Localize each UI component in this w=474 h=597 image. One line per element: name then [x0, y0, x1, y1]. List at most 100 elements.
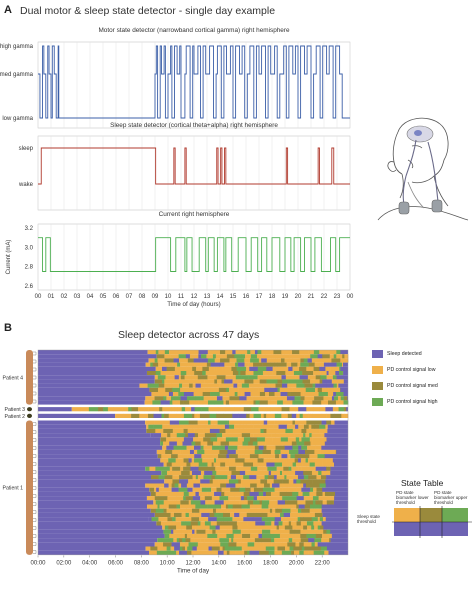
state-cell — [277, 504, 287, 509]
sleep-cell — [38, 362, 146, 367]
state-cell — [179, 358, 189, 363]
state-cell — [295, 517, 298, 522]
state-cell — [314, 449, 319, 455]
state-cell — [212, 445, 216, 450]
state-cell — [241, 538, 250, 543]
state-cell — [277, 396, 288, 401]
sleep-cell — [321, 521, 348, 526]
state-cell — [209, 525, 216, 530]
patient-bar — [27, 413, 32, 418]
state-cell — [297, 475, 305, 480]
state-cell — [240, 371, 246, 376]
state-cell — [174, 546, 181, 551]
state-cell — [287, 454, 291, 459]
state-cell — [266, 413, 276, 418]
state-cell — [154, 496, 159, 501]
legend-swatch — [372, 350, 383, 358]
day-tick — [33, 399, 37, 404]
state-cell — [264, 521, 272, 526]
state-cell — [191, 470, 202, 476]
state-cell — [300, 533, 307, 539]
state-cell — [300, 392, 304, 397]
state-cell — [197, 413, 201, 418]
state-cell — [274, 550, 283, 555]
state-cell — [280, 441, 284, 446]
sleep-cell — [326, 542, 348, 547]
day-tick — [33, 502, 37, 506]
state-cell — [301, 428, 307, 434]
state-cell — [147, 504, 150, 509]
state-cell — [320, 525, 324, 530]
state-cell — [276, 475, 285, 480]
state-cell — [275, 445, 285, 450]
state-cell — [300, 454, 307, 459]
state-cell — [243, 491, 250, 497]
state-cell — [192, 546, 198, 551]
state-cell — [308, 366, 312, 371]
sleep-cell — [38, 504, 148, 509]
state-cell — [166, 470, 174, 476]
state-cell — [266, 428, 277, 434]
state-cell — [320, 375, 327, 380]
state-cell — [268, 470, 272, 476]
state-cell — [224, 407, 235, 412]
state-cell — [309, 433, 312, 438]
state-cell — [219, 392, 230, 397]
state-cell — [248, 538, 256, 543]
state-cell — [333, 392, 337, 397]
state-cell — [283, 466, 289, 471]
state-cell — [181, 529, 189, 534]
state-cell — [262, 362, 271, 367]
state-cell — [302, 379, 311, 384]
state-cell — [224, 445, 229, 450]
state-cell — [225, 375, 234, 380]
state-cell — [257, 379, 260, 384]
sleep-cell — [326, 437, 348, 442]
day-tick — [33, 550, 37, 554]
state-cell — [250, 487, 255, 492]
state-cell — [322, 441, 326, 446]
state-cell — [306, 521, 314, 526]
state-cell — [150, 433, 154, 438]
state-cell — [204, 433, 209, 438]
state-cell — [234, 546, 239, 551]
state-cell — [242, 396, 247, 401]
state-cell — [165, 387, 173, 392]
legend-label: PD control signal high — [387, 399, 438, 405]
state-cell — [264, 387, 271, 392]
state-cell — [221, 487, 225, 492]
state-cell — [175, 458, 184, 463]
state-cell — [160, 371, 167, 376]
state-cell — [204, 521, 212, 526]
state-cell — [180, 387, 188, 392]
state-cell — [305, 433, 310, 438]
state-cell — [302, 420, 307, 425]
state-cell — [188, 542, 199, 547]
state-cell — [263, 413, 267, 418]
state-cell — [253, 433, 260, 438]
sleep-cell — [334, 420, 348, 425]
state-cell — [233, 383, 238, 388]
sleep-cell — [38, 392, 152, 397]
state-cell — [256, 479, 261, 484]
sleep-cell — [38, 483, 146, 488]
state-cell — [276, 375, 282, 380]
state-cell — [275, 454, 280, 459]
state-cell — [267, 466, 277, 471]
state-cell — [199, 504, 208, 509]
state-cell — [250, 358, 260, 363]
day-tick — [33, 430, 37, 434]
state-cell — [339, 366, 341, 371]
state-cell — [202, 392, 211, 397]
state-cell — [262, 529, 271, 534]
state-cell — [175, 517, 184, 522]
state-cell — [191, 525, 196, 530]
state-cell — [300, 358, 305, 363]
state-cell — [172, 466, 181, 471]
state-cell — [186, 533, 194, 539]
state-cell — [285, 470, 289, 476]
state-cell — [249, 529, 260, 534]
state-cell — [251, 420, 259, 425]
sleep-cell — [38, 413, 116, 418]
state-cell — [173, 521, 182, 526]
